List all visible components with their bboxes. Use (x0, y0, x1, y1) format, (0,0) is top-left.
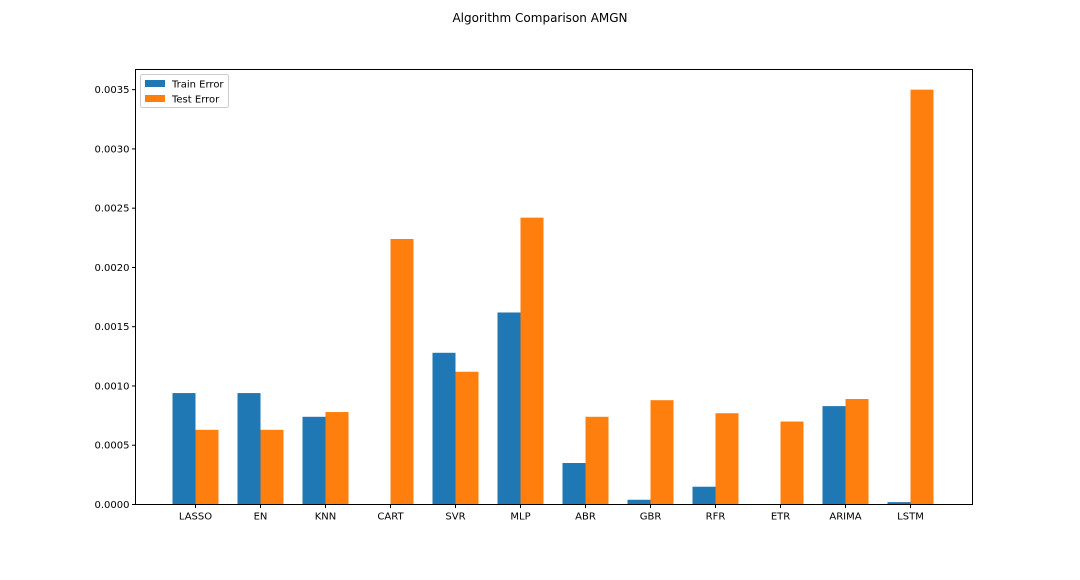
axes-layer: LASSO EN KNN CART SVR MLP ABR GBR RFR ETR ARIMA LST… (95, 85, 924, 522)
legend-label-test: Test Error (171, 95, 220, 106)
legend-swatch-test (145, 95, 165, 102)
x-tick-label: RFR (706, 512, 726, 523)
bar-train-arima (822, 406, 846, 505)
y-tick-label: 0.0025 (95, 204, 130, 215)
bar-train-lasso (172, 393, 196, 505)
y-tick-label: 0.0010 (95, 381, 130, 392)
bar-test-rfr (715, 413, 739, 505)
x-tick-label: KNN (315, 512, 337, 523)
y-tick-label: 0.0000 (95, 500, 130, 511)
x-tick-label: LSTM (897, 512, 924, 523)
x-tick-label: ARIMA (829, 512, 861, 523)
bar-test-etr (780, 421, 804, 505)
bar-test-gbr (650, 400, 674, 505)
bar-train-knn (302, 416, 326, 505)
x-tick-label: EN (254, 512, 268, 523)
bar-test-lstm (910, 89, 934, 505)
bar-test-mlp (520, 217, 544, 505)
x-tick-label: SVR (445, 512, 465, 523)
bar-test-lasso (195, 429, 219, 505)
legend: Train Error Test Error (140, 74, 229, 108)
y-tick-label: 0.0035 (95, 85, 130, 96)
x-tick-label: ABR (575, 512, 596, 523)
bar-train-en (237, 393, 261, 505)
bar-train-gbr (627, 499, 651, 505)
bar-test-arima (845, 399, 869, 505)
bars-layer (172, 89, 934, 505)
x-tick-label: GBR (640, 512, 662, 523)
x-tick-label: LASSO (179, 512, 212, 523)
y-tick-label: 0.0020 (95, 263, 130, 274)
legend-label-train: Train Error (171, 80, 224, 91)
bar-train-rfr (692, 486, 716, 505)
plot-frame (135, 69, 973, 505)
bar-train-svr (432, 352, 456, 505)
x-tick-label: ETR (771, 512, 790, 523)
bar-test-cart (390, 238, 414, 505)
bar-test-svr (455, 371, 479, 505)
x-tick-label: CART (377, 512, 404, 523)
bar-test-knn (325, 412, 349, 505)
bar-train-mlp (497, 312, 521, 505)
legend-swatch-train (145, 80, 165, 87)
bar-test-en (260, 429, 284, 505)
y-tick-label: 0.0005 (95, 441, 130, 452)
x-tick-label: MLP (510, 512, 530, 523)
y-tick-label: 0.0015 (95, 322, 130, 333)
y-tick-label: 0.0030 (95, 144, 130, 155)
bar-train-lstm (887, 502, 911, 505)
bar-test-abr (585, 416, 609, 505)
bar-train-abr (562, 463, 586, 505)
chart-title: Algorithm Comparison AMGN (452, 11, 627, 25)
